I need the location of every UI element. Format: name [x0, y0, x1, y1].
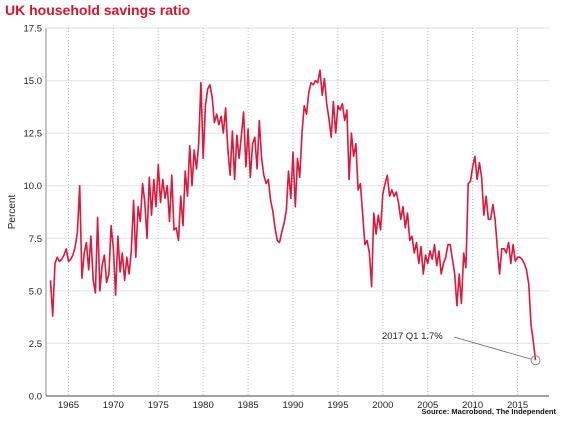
x-tick-label: 2010 — [462, 400, 483, 411]
annotation-label: 2017 Q1 1.7% — [382, 331, 443, 342]
axes — [45, 28, 549, 397]
y-tick-label: 12.5 — [24, 129, 43, 140]
data-series — [49, 69, 537, 361]
x-tick-label: 1965 — [58, 400, 79, 411]
x-tick-label: 1975 — [148, 400, 169, 411]
x-tick-label: 2005 — [417, 400, 438, 411]
annotation-leader-line — [453, 336, 532, 360]
y-tick-label: 10.0 — [24, 181, 43, 192]
tick-labels: 0.0 2.5 5.0 7.5 10.0 12.5 15.0 17.5 1965 1970 1975… — [7, 24, 528, 412]
annotation-marker — [530, 355, 541, 366]
gridlines — [46, 27, 549, 396]
source-note: Source: Macrobond, The Independent — [421, 407, 556, 416]
chart-title: UK household savings ratio — [5, 2, 191, 18]
series-line — [49, 69, 537, 361]
y-tick-label: 17.5 — [24, 24, 43, 35]
x-tick-label: 2000 — [372, 400, 393, 411]
x-tick-label: 1995 — [327, 400, 348, 411]
y-axis-label: Percent — [7, 195, 18, 230]
y-tick-label: 7.5 — [29, 234, 42, 245]
y-tick-label: 0.0 — [29, 392, 42, 403]
x-tick-label: 1970 — [103, 400, 124, 411]
y-tick-label: 2.5 — [29, 339, 42, 350]
x-tick-label: 1980 — [193, 400, 214, 411]
x-tick-label: 1990 — [282, 400, 303, 411]
y-tick-label: 5.0 — [29, 286, 42, 297]
annotation: 2017 Q1 1.7% — [382, 331, 541, 366]
y-tick-label: 15.0 — [24, 76, 43, 87]
x-tick-label: 1985 — [238, 400, 259, 411]
x-tick-label: 2015 — [507, 400, 528, 411]
